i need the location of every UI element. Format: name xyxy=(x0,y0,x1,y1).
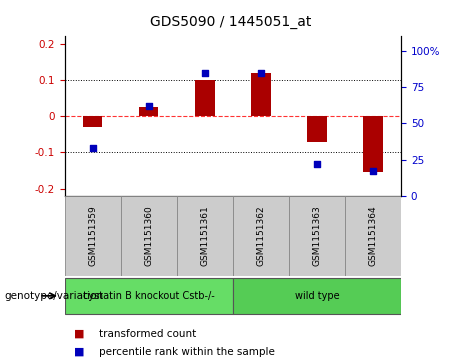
Text: ■: ■ xyxy=(74,347,84,357)
Point xyxy=(201,70,208,76)
Text: GSM1151361: GSM1151361 xyxy=(200,205,209,266)
Point xyxy=(145,103,152,109)
Text: cystatin B knockout Cstb-/-: cystatin B knockout Cstb-/- xyxy=(83,291,214,301)
Bar xyxy=(307,116,327,142)
Bar xyxy=(289,196,345,276)
Bar xyxy=(177,196,233,276)
Bar xyxy=(233,278,401,314)
Text: GSM1151363: GSM1151363 xyxy=(313,205,321,266)
Point xyxy=(89,145,96,151)
Bar xyxy=(65,196,121,276)
Bar xyxy=(83,116,102,127)
Text: wild type: wild type xyxy=(295,291,339,301)
Bar xyxy=(195,80,214,116)
Bar xyxy=(345,196,401,276)
Bar xyxy=(139,107,159,116)
Text: GDS5090 / 1445051_at: GDS5090 / 1445051_at xyxy=(150,15,311,29)
Text: percentile rank within the sample: percentile rank within the sample xyxy=(99,347,275,357)
Bar xyxy=(363,116,383,172)
Point xyxy=(369,168,377,174)
Text: GSM1151360: GSM1151360 xyxy=(144,205,153,266)
Bar xyxy=(233,196,289,276)
Text: genotype/variation: genotype/variation xyxy=(5,291,104,301)
Point xyxy=(257,70,265,76)
Text: transformed count: transformed count xyxy=(99,329,196,339)
Bar xyxy=(121,196,177,276)
Text: GSM1151359: GSM1151359 xyxy=(88,205,97,266)
Text: ■: ■ xyxy=(74,329,84,339)
Text: GSM1151362: GSM1151362 xyxy=(256,205,266,266)
Bar xyxy=(251,73,271,116)
Text: GSM1151364: GSM1151364 xyxy=(368,205,378,266)
Point xyxy=(313,161,321,167)
Bar xyxy=(65,278,233,314)
